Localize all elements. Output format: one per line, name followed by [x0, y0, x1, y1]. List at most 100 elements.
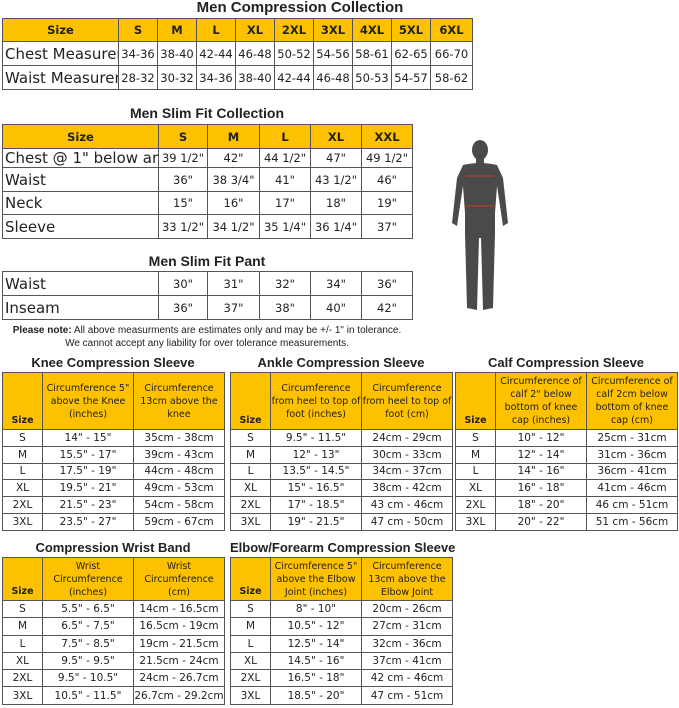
- table-row: XL 19.5" - 21" 49cm - 53cm: [2, 479, 225, 498]
- table-cell: 31": [207, 271, 260, 296]
- row-label: Sleeve: [2, 214, 159, 239]
- table-cell: 19": [361, 191, 413, 215]
- table-row: M 12" - 14" 31cm - 36cm: [455, 445, 678, 464]
- table-cell: 24cm - 29cm: [361, 429, 453, 447]
- header-cell: 6XL: [430, 18, 473, 42]
- header-cell: XL: [310, 124, 362, 149]
- header-cell: Circumference 5" above the Knee (inches): [42, 372, 134, 430]
- table-cell: 54cm - 58cm: [133, 496, 225, 514]
- table-row: S 8" - 10" 20cm - 26cm: [230, 599, 453, 619]
- slim-pant-title: Men Slim Fit Pant: [148, 253, 266, 269]
- row-label: L: [2, 634, 43, 653]
- note-line-1: All above measurments are estimates only…: [71, 325, 402, 336]
- table-cell: 28-32: [118, 65, 158, 90]
- knee-size-table: Size Circumference 5" above the Knee (inc…: [2, 372, 225, 531]
- table-cell: 17" - 18.5": [270, 496, 362, 514]
- table-row: L 14" - 16" 36cm - 41cm: [455, 462, 678, 481]
- table-row: Inseam 36" 37" 38" 40" 42": [2, 295, 413, 320]
- table-cell: 14" - 16": [495, 462, 587, 481]
- table-cell: 8" - 10": [270, 599, 362, 619]
- header-cell: Circumference 13cm above the knee: [133, 372, 225, 430]
- table-cell: 36cm - 41cm: [586, 462, 678, 481]
- header-cell: Circumference from heel to top of foot (…: [361, 372, 453, 430]
- header-cell: L: [259, 124, 311, 149]
- table-cell: 30-32: [157, 65, 197, 90]
- row-label: M: [2, 617, 43, 636]
- note-line-2: We cannot accept any liability for over …: [65, 338, 349, 349]
- table-row: XL 9.5" - 9.5" 21.5cm - 24cm: [2, 651, 225, 671]
- table-cell: 46-48: [313, 65, 353, 90]
- row-label: 2XL: [230, 496, 271, 514]
- row-label: Inseam: [2, 295, 159, 320]
- table-cell: 38 3/4": [207, 167, 260, 192]
- table-cell: 46 cm - 51cm: [586, 496, 678, 514]
- table-cell: 17": [259, 191, 311, 215]
- table-cell: 19" - 21.5": [270, 512, 362, 531]
- body-silhouette-icon: [452, 140, 508, 310]
- row-label: M: [455, 445, 496, 464]
- row-label: 3XL: [230, 686, 271, 705]
- table-cell: 16.5cm - 19cm: [133, 617, 225, 636]
- table-cell: 32cm - 36cm: [361, 634, 453, 653]
- table-cell: 39 1/2": [158, 148, 208, 168]
- table-cell: 37": [207, 295, 260, 320]
- table-cell: 50-53: [352, 65, 392, 90]
- row-label: 2XL: [2, 496, 43, 514]
- note-label: Please note:: [12, 325, 72, 336]
- ankle-size-table: Size Circumference from heel to top of fo…: [230, 372, 453, 531]
- table-cell: 20cm - 26cm: [361, 599, 453, 619]
- header-row: Size S M L XL XXL: [2, 124, 413, 149]
- header-cell: Circumference of calf 2cm below bottom o…: [586, 372, 678, 430]
- table-row: 2XL 17" - 18.5" 43 cm - 46cm: [230, 496, 453, 514]
- table-cell: 39cm - 43cm: [133, 445, 225, 464]
- table-row: Chest Measurement34-3638-4042-4446-4850-…: [2, 41, 473, 66]
- table-cell: 31cm - 36cm: [586, 445, 678, 464]
- table-cell: 34-36: [118, 41, 158, 66]
- table-cell: 26.7cm - 29.2cm: [133, 686, 225, 705]
- table-row: M 10.5" - 12" 27cm - 31cm: [230, 617, 453, 636]
- knee-title: Knee Compression Sleeve: [31, 355, 195, 370]
- table-cell: 34cm - 37cm: [361, 462, 453, 481]
- table-cell: 35cm - 38cm: [133, 429, 225, 447]
- table-cell: 13.5" - 14.5": [270, 462, 362, 481]
- header-cell: Size: [2, 557, 43, 601]
- table-cell: 20" - 22": [495, 512, 587, 531]
- header-cell: Size: [2, 18, 119, 42]
- slim-fit-title: Men Slim Fit Collection: [129, 105, 284, 121]
- table-cell: 35 1/4": [259, 214, 311, 239]
- table-cell: 16" - 18": [495, 479, 587, 498]
- ankle-title: Ankle Compression Sleeve: [257, 355, 425, 370]
- table-cell: 44 1/2": [259, 148, 311, 168]
- row-label: 3XL: [230, 512, 271, 531]
- table-cell: 19cm - 21.5cm: [133, 634, 225, 653]
- header-row: Size Circumference 5" above the Knee (inc…: [2, 372, 225, 430]
- table-row: S 5.5" - 6.5" 14cm - 16.5cm: [2, 599, 225, 619]
- row-label: L: [2, 462, 43, 481]
- header-cell: 3XL: [313, 18, 353, 42]
- table-cell: 24cm - 26.7cm: [133, 669, 225, 688]
- table-row: 3XL 18.5" - 20" 47 cm - 51cm: [230, 686, 453, 705]
- row-label: Waist: [2, 271, 159, 296]
- table-cell: 41": [259, 167, 311, 192]
- header-cell: Size: [2, 124, 159, 149]
- header-row: Size Circumference of calf 2" below botto…: [455, 372, 678, 430]
- table-row: L 17.5" - 19" 44cm - 48cm: [2, 462, 225, 481]
- table-cell: 32": [259, 271, 311, 296]
- table-row: L 12.5" - 14" 32cm - 36cm: [230, 634, 453, 653]
- table-cell: 9.5" - 10.5": [42, 669, 134, 688]
- table-cell: 5.5" - 6.5": [42, 599, 134, 619]
- table-cell: 18": [310, 191, 362, 215]
- table-cell: 38-40: [157, 41, 197, 66]
- table-cell: 10.5" - 12": [270, 617, 362, 636]
- table-row: 3XL 20" - 22" 51 cm - 56cm: [455, 512, 678, 531]
- table-cell: 59cm - 67cm: [133, 512, 225, 531]
- table-cell: 66-70: [430, 41, 473, 66]
- row-label: S: [230, 429, 271, 447]
- table-cell: 44cm - 48cm: [133, 462, 225, 481]
- table-cell: 42": [361, 295, 413, 320]
- table-cell: 15.5" - 17": [42, 445, 134, 464]
- header-cell: 2XL: [274, 18, 314, 42]
- header-cell: Size: [455, 372, 496, 430]
- table-cell: 21.5" - 23": [42, 496, 134, 514]
